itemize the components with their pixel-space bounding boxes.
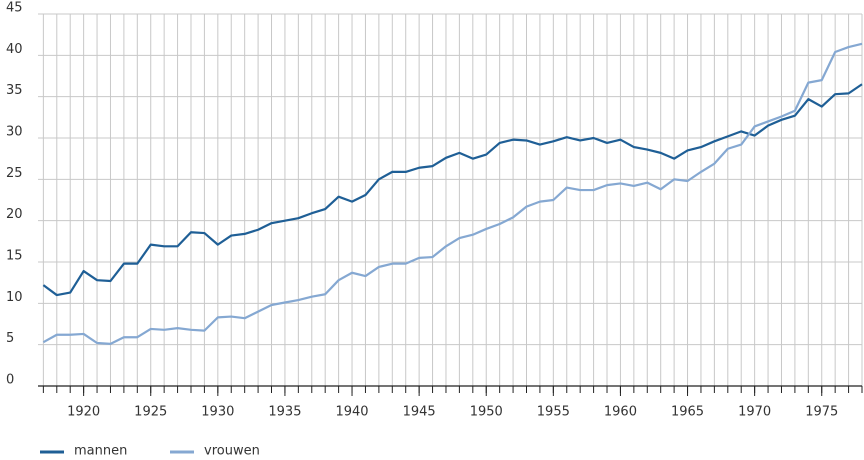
y-tick-label: 10	[6, 290, 23, 305]
y-tick-label: 5	[6, 331, 14, 346]
y-tick-label: 30	[6, 125, 23, 140]
y-tick-label: 35	[6, 83, 23, 98]
y-tick-label: 45	[6, 1, 23, 16]
y-tick-label: 40	[6, 42, 23, 57]
x-tick-label: 1950	[470, 405, 503, 420]
legend-label: mannen	[74, 444, 127, 459]
legend-label: vrouwen	[204, 444, 260, 459]
y-tick-label: 20	[6, 207, 23, 222]
x-tick-label: 1975	[805, 405, 838, 420]
series-line	[42, 42, 863, 345]
x-tick-label: 1930	[201, 405, 234, 420]
x-tick-label: 1940	[335, 405, 368, 420]
x-tick-label: 1925	[134, 405, 167, 420]
y-tick-label: 25	[6, 166, 23, 181]
x-tick-label: 1920	[67, 405, 100, 420]
x-tick-label: 1965	[671, 405, 704, 420]
series-line	[42, 83, 863, 297]
x-tick-label: 1960	[604, 405, 637, 420]
x-tick-label: 1945	[403, 405, 436, 420]
x-tick-label: 1935	[268, 405, 301, 420]
x-tick-label: 1970	[738, 405, 771, 420]
y-tick-label: 15	[6, 249, 23, 264]
y-tick-label: 0	[6, 373, 14, 388]
x-tick-label: 1955	[537, 405, 570, 420]
